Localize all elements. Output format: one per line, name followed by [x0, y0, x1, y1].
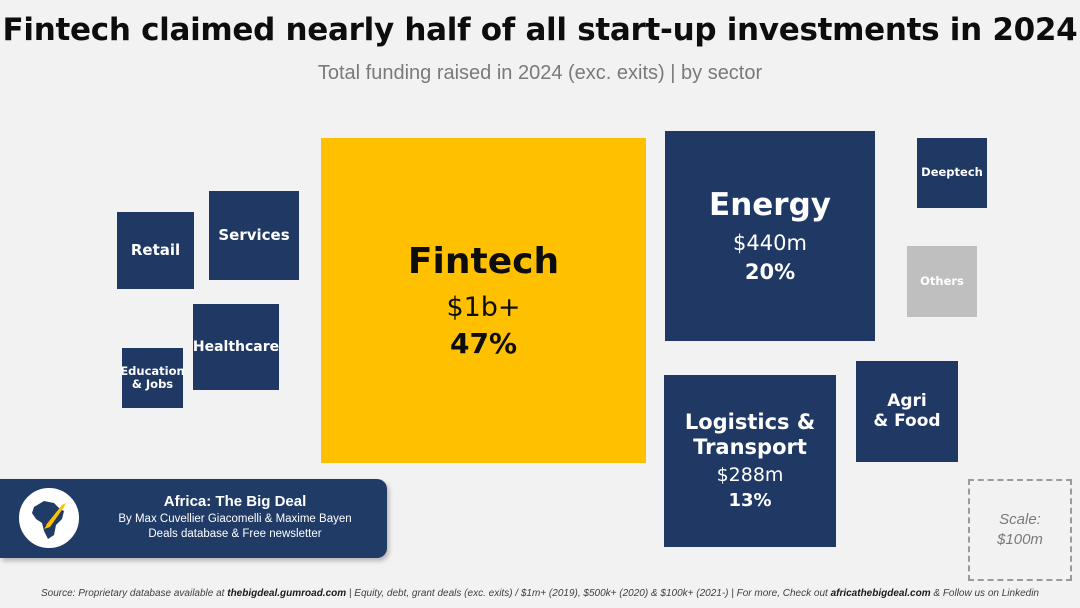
- sector-name: Deeptech: [921, 165, 983, 180]
- sector-name: Others: [920, 273, 964, 288]
- sector-name: Logistics & Transport: [684, 410, 816, 459]
- sector-name: Education & Jobs: [120, 363, 185, 391]
- source-note: Source: Proprietary database available a…: [0, 588, 1080, 599]
- sector-percent: 13%: [728, 489, 772, 511]
- sector-value: $440m: [733, 231, 807, 256]
- treemap-box-retail: Retail: [117, 212, 194, 289]
- source-suffix: & Follow us on Linkedin: [930, 588, 1039, 599]
- scale-legend: Scale: $100m: [968, 479, 1072, 581]
- treemap-box-energy: Energy $440m 20%: [665, 131, 875, 341]
- sector-name: Energy: [709, 187, 831, 224]
- brand-text: Africa: The Big Deal By Max Cuvellier Gi…: [90, 493, 380, 540]
- sector-name: Retail: [130, 240, 181, 259]
- treemap-box-fintech: Fintech $1b+ 47%: [321, 138, 646, 463]
- treemap-box-logistics-transport: Logistics & Transport $288m 13%: [664, 375, 836, 547]
- treemap-box-deeptech: Deeptech: [917, 138, 987, 208]
- source-link-website[interactable]: africathebigdeal.com: [830, 588, 931, 599]
- brand-authors: By Max Cuvellier Giacomelli & Maxime Bay…: [118, 513, 352, 525]
- brand-banner[interactable]: Africa: The Big Deal By Max Cuvellier Gi…: [0, 479, 387, 558]
- treemap-box-healthcare: Healthcare: [193, 304, 279, 390]
- scale-value: $100m: [997, 531, 1043, 548]
- brand-name: Africa: The Big Deal: [163, 493, 307, 510]
- treemap-box-education-jobs: Education & Jobs: [120, 348, 185, 408]
- sector-percent: 47%: [449, 327, 518, 361]
- sector-value: $288m: [716, 464, 784, 487]
- sector-name: Fintech: [407, 240, 560, 282]
- sector-value: $1b+: [446, 291, 521, 323]
- sector-percent: 20%: [744, 259, 796, 284]
- treemap-box-agri-food: Agri & Food: [856, 361, 958, 462]
- africa-rocket-icon: [17, 486, 81, 550]
- sector-name: Healthcare: [192, 338, 280, 355]
- chart-subtitle: Total funding raised in 2024 (exc. exits…: [317, 62, 763, 84]
- treemap-box-others: Others: [907, 246, 977, 317]
- chart-title: Fintech claimed nearly half of all start…: [2, 12, 1078, 48]
- sector-name: Services: [218, 225, 290, 244]
- source-mid: | Equity, debt, grant deals (exc. exits)…: [346, 588, 831, 599]
- brand-tagline: Deals database & Free newsletter: [148, 528, 322, 540]
- sector-name: Agri & Food: [873, 390, 941, 431]
- source-prefix: Source: Proprietary database available a…: [41, 588, 228, 599]
- treemap-box-services: Services: [209, 191, 299, 280]
- scale-label: Scale:: [999, 510, 1041, 528]
- source-link-gumroad[interactable]: thebigdeal.gumroad.com: [227, 588, 347, 599]
